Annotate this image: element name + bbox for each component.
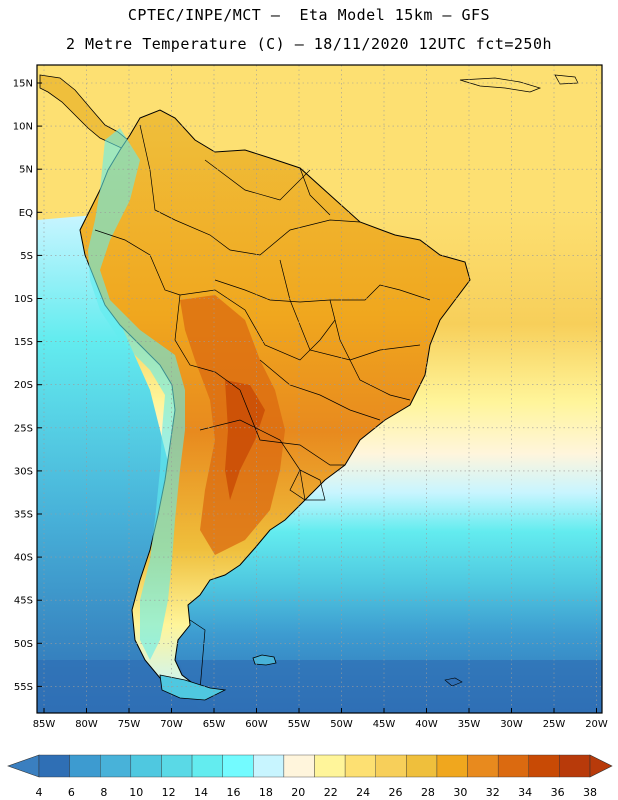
southern-ocean <box>37 660 602 713</box>
colorbar-label: 36 <box>551 786 565 799</box>
colorbar-swatch <box>38 754 70 778</box>
lon-label: 50W <box>330 719 353 730</box>
lon-label: 25W <box>543 719 566 730</box>
lon-label: 60W <box>245 719 268 730</box>
lat-label: 10N <box>13 122 33 133</box>
caribbean-islands <box>459 77 542 93</box>
colorbar-swatch <box>69 754 101 778</box>
colorbar-swatch <box>436 754 468 778</box>
lon-label: 65W <box>203 719 226 730</box>
falkland-islands <box>252 654 277 666</box>
colorbar-swatch <box>191 754 223 778</box>
colorbar-swatch <box>222 754 254 778</box>
lat-label: 50S <box>14 639 33 650</box>
map-title-line1: CPTEC/INPE/MCT – Eta Model 15km – GFS <box>127 6 491 24</box>
lon-label: 85W <box>33 719 56 730</box>
colorbar-label: 28 <box>421 786 435 799</box>
colorbar-low-arrow <box>7 754 40 778</box>
lat-label: 20S <box>14 380 33 391</box>
lat-label: 35S <box>14 510 33 521</box>
hottest-zone <box>225 380 265 500</box>
lat-label: 5S <box>20 251 33 262</box>
colorbar-swatch <box>375 754 407 778</box>
colorbar-label: 12 <box>162 786 176 799</box>
longitude-axis: 85W 80W 75W 70W 65W 60W 55W 50W 45W 40W 35W 30W 25W 2… <box>33 708 608 730</box>
colorbar-high-arrow <box>589 754 613 778</box>
map-gridlines <box>37 65 602 713</box>
lat-label: 15N <box>13 79 33 90</box>
lat-label: 55S <box>14 682 33 693</box>
colorbar-swatch <box>314 754 346 778</box>
colorbar-label: 4 <box>36 786 43 799</box>
south-georgia-island <box>444 677 463 687</box>
colorbar-label: 30 <box>453 786 467 799</box>
lon-label: 40W <box>415 719 438 730</box>
lat-label: 25S <box>14 423 33 434</box>
colorbar-swatch <box>130 754 162 778</box>
colorbar-label: 6 <box>68 786 75 799</box>
colorbar-label: 24 <box>356 786 370 799</box>
colorbar-label: 18 <box>259 786 273 799</box>
colorbar-swatch <box>528 754 560 778</box>
colorbar-swatch <box>467 754 499 778</box>
andes-cold-strip <box>88 128 185 660</box>
tierra-del-fuego <box>159 674 227 701</box>
colorbar-swatch <box>559 754 591 778</box>
colorbar-legend: 4 6 8 10 12 14 16 18 20 22 24 26 28 30 32 34 36 38 <box>7 754 613 799</box>
colorbar-label: 26 <box>389 786 403 799</box>
lat-label: 45S <box>14 596 33 607</box>
lon-label: 55W <box>288 719 311 730</box>
lat-label: 30S <box>14 466 33 477</box>
lon-label: 20W <box>585 719 608 730</box>
colorbar-swatch <box>253 754 285 778</box>
lon-label: 70W <box>160 719 183 730</box>
map-frame <box>36 64 603 714</box>
lon-label: 75W <box>118 719 141 730</box>
colorbar-label: 16 <box>226 786 240 799</box>
lon-label: 35W <box>458 719 481 730</box>
colorbar-label: 14 <box>194 786 208 799</box>
lat-label: 10S <box>14 294 33 305</box>
colorbar-label: 10 <box>129 786 143 799</box>
lon-label: 80W <box>75 719 98 730</box>
colorbar-label: 20 <box>291 786 305 799</box>
country-borders <box>94 124 431 691</box>
colorbar-label: 34 <box>518 786 532 799</box>
colorbar-label: 38 <box>583 786 597 799</box>
colorbar-swatch <box>344 754 376 778</box>
lat-label: 40S <box>14 553 33 564</box>
lat-label: 5N <box>19 165 33 176</box>
colorbar-swatch <box>406 754 438 778</box>
colorbar-swatch <box>283 754 315 778</box>
lat-label: 15S <box>14 337 33 348</box>
latitude-axis: 15N 10N 5N EQ 5S 10S 15S 20S 25S 30S 35S 40S 45S 50S 5… <box>13 79 42 693</box>
colorbar-swatch <box>497 754 529 778</box>
colorbar-label: 32 <box>486 786 500 799</box>
lon-label: 45W <box>373 719 396 730</box>
colorbar-label: 22 <box>324 786 338 799</box>
colorbar-label: 8 <box>100 786 107 799</box>
lat-label: EQ <box>19 208 33 219</box>
lon-label: 30W <box>500 719 523 730</box>
colorbar-swatch <box>161 754 193 778</box>
colorbar-swatch <box>100 754 132 778</box>
map-title-line2: 2 Metre Temperature (C) – 18/11/2020 12U… <box>65 35 553 53</box>
